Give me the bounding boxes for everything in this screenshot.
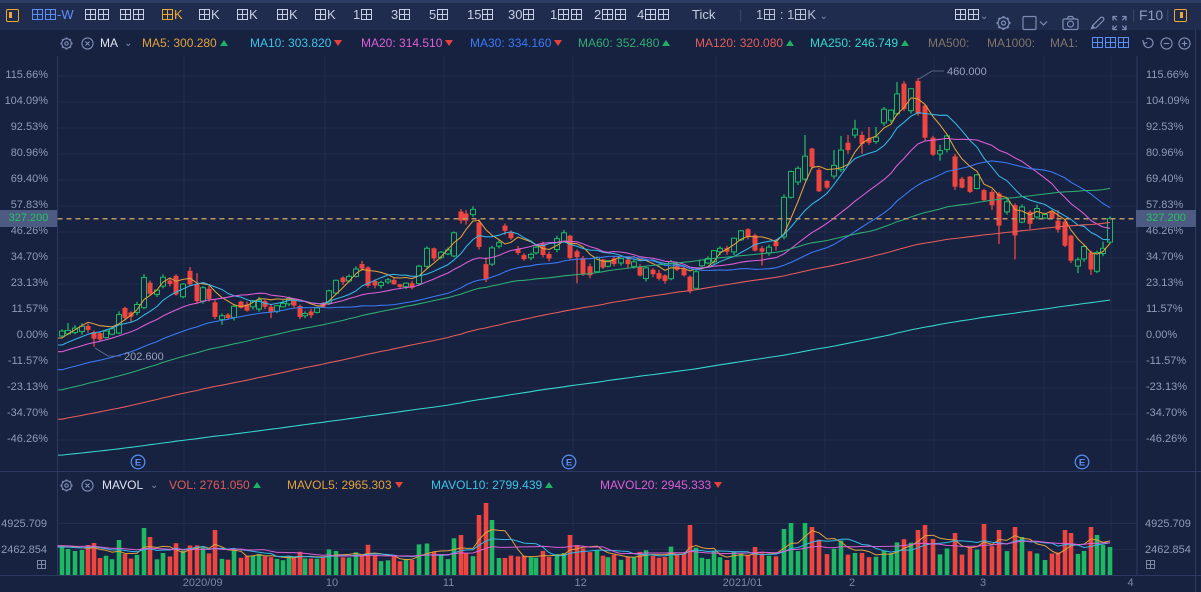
svg-text:E: E [566,458,572,469]
svg-text:E: E [1079,458,1085,469]
svg-text:202.600: 202.600 [124,351,164,363]
svg-text:E: E [135,458,141,469]
svg-text:460.000: 460.000 [947,66,987,78]
